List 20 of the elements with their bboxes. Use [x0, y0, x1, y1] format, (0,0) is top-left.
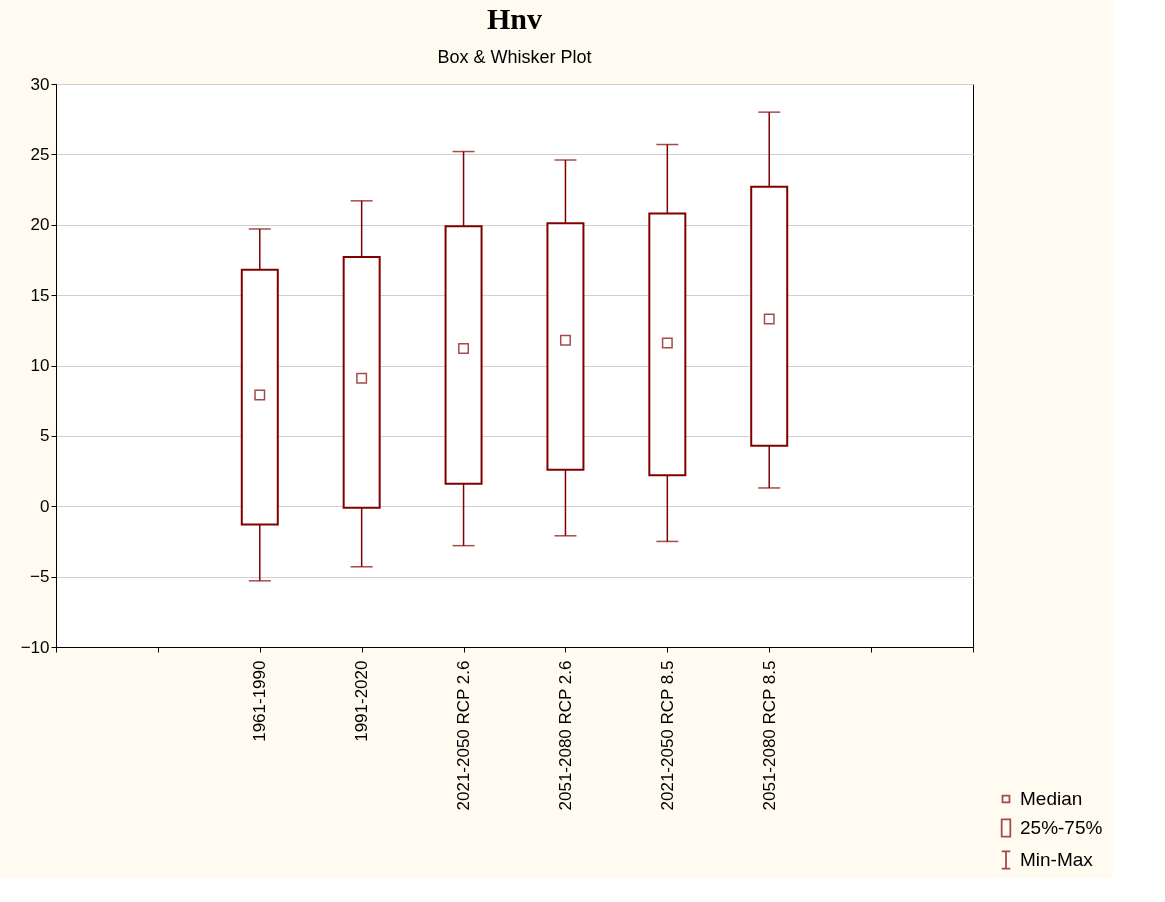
chart-title: Hnv	[486, 2, 543, 35]
chart-subtitle: Box & Whisker Plot	[437, 47, 592, 67]
x-tick-label: 2051-2080 RCP 2.6	[555, 660, 575, 811]
text: Min-Max	[1020, 849, 1094, 870]
y-tick-label: 25	[30, 144, 50, 164]
x-tick-label: 1961-1990	[250, 660, 270, 742]
y-tick-label: 5	[40, 426, 50, 446]
y-tick-label: 20	[30, 215, 50, 235]
y-tick-label: 0	[40, 496, 50, 516]
y-tick-label: 10	[30, 356, 50, 375]
y-tick-label: −5	[30, 567, 50, 587]
x-tick-label: 1991-2020	[352, 660, 372, 742]
x-tick-label: 2021-2050 RCP 2.6	[454, 660, 474, 811]
x-tick-label: 2021-2050 RCP 8.5	[657, 660, 677, 811]
x-tick-label: 2051-2080 RCP 8.5	[759, 660, 779, 811]
text: 25%-75%	[1020, 817, 1103, 838]
y-tick-label: 30	[30, 74, 50, 94]
text: Median	[1020, 788, 1083, 809]
y-tick-label: −10	[20, 637, 50, 657]
y-tick-label: 15	[30, 285, 50, 305]
